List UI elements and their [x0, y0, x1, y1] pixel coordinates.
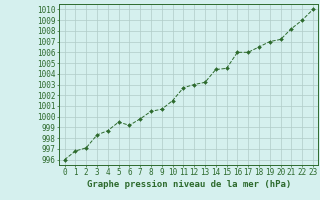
X-axis label: Graphe pression niveau de la mer (hPa): Graphe pression niveau de la mer (hPa) — [87, 180, 291, 189]
